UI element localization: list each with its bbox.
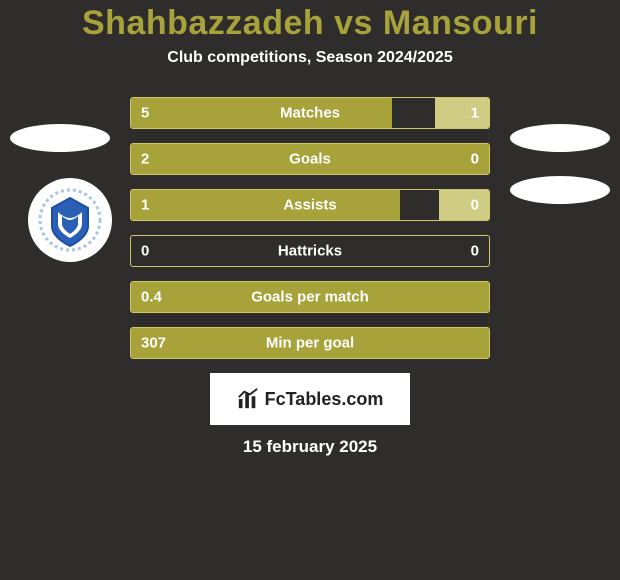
snapshot-date: 15 february 2025 xyxy=(0,437,620,457)
stat-row: 0.4 Goals per match xyxy=(130,281,490,313)
brand-logo[interactable]: FcTables.com xyxy=(210,373,410,425)
club-left-badge xyxy=(28,178,112,262)
stat-label: Matches xyxy=(280,105,340,122)
stat-right-value: 1 xyxy=(471,105,479,122)
brand-text: FcTables.com xyxy=(265,389,384,410)
stat-row: 1 0 Assists xyxy=(130,189,490,221)
player-left-placeholder xyxy=(10,124,110,152)
stat-left-value: 5 xyxy=(141,105,149,122)
stat-right-value: 0 xyxy=(471,151,479,168)
chart-icon xyxy=(237,388,259,410)
stat-right-value: 0 xyxy=(471,197,479,214)
stat-right-fill xyxy=(439,190,489,220)
stat-label: Goals xyxy=(289,151,331,168)
player-right-placeholder xyxy=(510,124,610,152)
stat-left-fill xyxy=(131,98,392,128)
stat-bars: 5 1 Matches 2 0 Goals 1 0 Assists 0 0 Hattricks 0.4 G… xyxy=(130,97,490,359)
stat-right-value: 0 xyxy=(471,243,479,260)
stat-left-value: 2 xyxy=(141,151,149,168)
comparison-card: Shahbazzadeh vs Mansouri Club competitio… xyxy=(0,0,620,580)
stat-left-value: 1 xyxy=(141,197,149,214)
stat-left-fill xyxy=(131,190,400,220)
stat-row: 0 0 Hattricks xyxy=(130,235,490,267)
stat-left-value: 0.4 xyxy=(141,289,162,306)
stat-row: 2 0 Goals xyxy=(130,143,490,175)
stat-row: 307 Min per goal xyxy=(130,327,490,359)
page-subtitle: Club competitions, Season 2024/2025 xyxy=(0,49,620,67)
stat-left-value: 0 xyxy=(141,243,149,260)
club-crest-icon xyxy=(38,188,102,252)
page-title: Shahbazzadeh vs Mansouri xyxy=(0,4,620,43)
club-right-placeholder xyxy=(510,176,610,204)
stat-right-fill xyxy=(435,98,489,128)
stat-label: Hattricks xyxy=(278,243,342,260)
stat-row: 5 1 Matches xyxy=(130,97,490,129)
stat-label: Min per goal xyxy=(266,335,354,352)
stat-label: Assists xyxy=(283,197,336,214)
stat-label: Goals per match xyxy=(251,289,369,306)
stat-left-value: 307 xyxy=(141,335,166,352)
